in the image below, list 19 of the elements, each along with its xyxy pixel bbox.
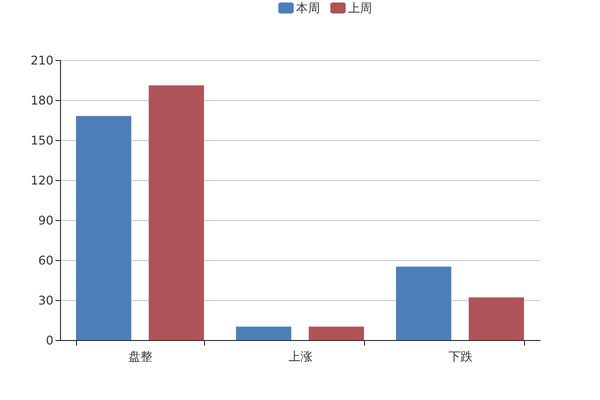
y-tick-label: 0 bbox=[46, 334, 54, 348]
bar bbox=[468, 297, 524, 340]
y-tick-label: 210 bbox=[30, 54, 54, 68]
bar bbox=[308, 326, 364, 340]
legend-label: 上周 bbox=[348, 1, 372, 15]
y-tick-label: 180 bbox=[30, 94, 54, 108]
bar bbox=[396, 266, 452, 340]
y-tick-label: 120 bbox=[30, 174, 54, 188]
y-tick-label: 150 bbox=[30, 134, 54, 148]
y-tick-label: 30 bbox=[38, 294, 54, 308]
x-tick-label: 下跌 bbox=[448, 350, 472, 364]
y-tick-label: 60 bbox=[38, 254, 54, 268]
x-tick-label: 盘整 bbox=[128, 350, 152, 364]
legend-label: 本周 bbox=[296, 1, 320, 15]
bar bbox=[148, 85, 204, 340]
y-tick-label: 90 bbox=[38, 214, 54, 228]
x-tick-label: 上涨 bbox=[288, 350, 312, 364]
bar bbox=[76, 116, 132, 340]
bar bbox=[236, 326, 292, 340]
